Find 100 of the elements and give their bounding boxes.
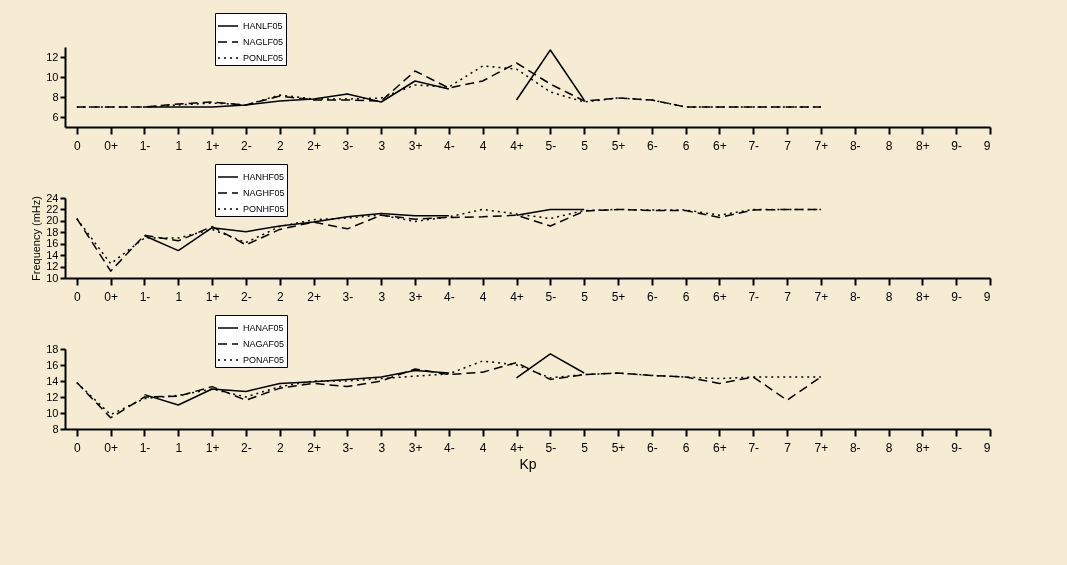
x-tick-label: 7- bbox=[748, 138, 760, 153]
legend-label: PONAF05 bbox=[243, 355, 285, 365]
x-tick-label: 5- bbox=[545, 440, 557, 455]
x-tick-label: 2 bbox=[276, 138, 284, 153]
x-tick-label: 7 bbox=[784, 440, 792, 455]
y-tick-label: 18 bbox=[46, 342, 59, 355]
x-tick-label: 8- bbox=[849, 440, 861, 455]
x-axis-title: Kp bbox=[519, 455, 537, 472]
x-tick-label: 6+ bbox=[713, 138, 727, 153]
x-tick-label: 5+ bbox=[611, 138, 626, 153]
x-tick-label: 3 bbox=[378, 289, 386, 304]
x-tick-label: 4- bbox=[444, 138, 455, 153]
x-tick-label: 1- bbox=[139, 440, 151, 455]
x-tick-label: 7 bbox=[784, 138, 792, 153]
x-tick-label: 5+ bbox=[611, 289, 626, 304]
x-tick-label: 1+ bbox=[205, 138, 220, 153]
x-tick-label: 9- bbox=[951, 440, 963, 455]
x-tick-label: 8- bbox=[849, 289, 861, 304]
y-tick-label: 14 bbox=[46, 248, 59, 261]
x-tick-label: 2+ bbox=[307, 289, 321, 304]
x-tick-label: 8 bbox=[885, 138, 893, 153]
x-tick-label: 2 bbox=[276, 440, 284, 455]
x-tick-label: 2- bbox=[241, 289, 252, 304]
x-tick-label: 5 bbox=[581, 440, 589, 455]
x-tick-label: 8- bbox=[849, 138, 861, 153]
x-tick-label: 0+ bbox=[104, 138, 118, 153]
x-tick-label: 7- bbox=[748, 289, 760, 304]
x-tick-label: 9 bbox=[983, 440, 991, 455]
x-tick-label: 3+ bbox=[408, 289, 423, 304]
y-tick-label: 16 bbox=[46, 237, 59, 250]
y-tick-label: 10 bbox=[46, 70, 59, 83]
y-tick-label: 12 bbox=[46, 50, 59, 63]
x-tick-label: 4 bbox=[479, 289, 487, 304]
x-tick-label: 1 bbox=[175, 289, 183, 304]
x-tick-label: 1- bbox=[139, 289, 151, 304]
x-tick-label: 4 bbox=[479, 440, 487, 455]
x-tick-label: 5 bbox=[581, 289, 589, 304]
y-tick-label: 10 bbox=[46, 271, 59, 284]
x-tick-label: 2+ bbox=[307, 440, 321, 455]
y-axis-title: Frequency (mHz) bbox=[30, 196, 43, 281]
x-tick-label: 8+ bbox=[916, 440, 930, 455]
y-tick-label: 10 bbox=[46, 406, 59, 419]
y-tick-label: 8 bbox=[52, 422, 59, 435]
y-tick-label: 6 bbox=[52, 110, 59, 123]
x-tick-label: 4- bbox=[444, 440, 455, 455]
y-tick-label: 12 bbox=[46, 260, 59, 273]
x-tick-label: 9 bbox=[983, 289, 991, 304]
x-tick-label: 7+ bbox=[814, 138, 829, 153]
x-tick-label: 4+ bbox=[510, 440, 524, 455]
x-tick-label: 7+ bbox=[814, 289, 829, 304]
legend-label: HANAF05 bbox=[243, 323, 284, 333]
x-tick-label: 6- bbox=[646, 440, 658, 455]
x-tick-label: 5- bbox=[545, 289, 557, 304]
legend-label: HANLF05 bbox=[243, 21, 283, 31]
x-tick-label: 9- bbox=[951, 289, 963, 304]
x-tick-label: 3 bbox=[378, 138, 386, 153]
x-tick-label: 3- bbox=[342, 289, 354, 304]
x-tick-label: 7+ bbox=[814, 440, 829, 455]
y-tick-label: 18 bbox=[46, 225, 59, 238]
x-tick-label: 3+ bbox=[408, 440, 423, 455]
y-tick-label: 12 bbox=[46, 390, 59, 403]
y-tick-label: 16 bbox=[46, 358, 59, 371]
legend-label: NAGAF05 bbox=[243, 339, 285, 349]
x-tick-label: 6 bbox=[682, 440, 690, 455]
x-tick-label: 1+ bbox=[205, 440, 220, 455]
x-tick-label: 8+ bbox=[916, 289, 930, 304]
x-tick-label: 8 bbox=[885, 289, 893, 304]
y-tick-label: 8 bbox=[52, 90, 59, 103]
x-tick-label: 3- bbox=[342, 440, 354, 455]
y-tick-label: 24 bbox=[46, 191, 59, 204]
x-tick-label: 4 bbox=[479, 138, 487, 153]
legend-label: PONHF05 bbox=[243, 204, 285, 214]
x-tick-label: 5 bbox=[581, 138, 589, 153]
x-tick-label: 4+ bbox=[510, 138, 524, 153]
x-tick-label: 8+ bbox=[916, 138, 930, 153]
x-tick-label: 7- bbox=[748, 440, 760, 455]
x-tick-label: 2 bbox=[276, 289, 284, 304]
x-tick-label: 6+ bbox=[713, 289, 727, 304]
x-tick-label: 7 bbox=[784, 289, 792, 304]
x-tick-label: 0 bbox=[73, 289, 81, 304]
legend-label: PONLF05 bbox=[243, 53, 284, 63]
x-tick-label: 8 bbox=[885, 440, 893, 455]
x-tick-label: 6+ bbox=[713, 440, 727, 455]
x-tick-label: 3- bbox=[342, 138, 354, 153]
x-tick-label: 6- bbox=[646, 289, 658, 304]
x-tick-label: 9 bbox=[983, 138, 991, 153]
x-tick-label: 0+ bbox=[104, 289, 118, 304]
legend-label: NAGLF05 bbox=[243, 37, 284, 47]
x-tick-label: 0+ bbox=[104, 440, 118, 455]
x-tick-label: 3+ bbox=[408, 138, 423, 153]
x-tick-label: 6 bbox=[682, 289, 690, 304]
x-tick-label: 5+ bbox=[611, 440, 626, 455]
y-tick-label: 14 bbox=[46, 374, 59, 387]
legend-label: HANHF05 bbox=[243, 172, 285, 182]
x-tick-label: 1 bbox=[175, 440, 183, 455]
x-tick-label: 5- bbox=[545, 138, 557, 153]
x-tick-label: 1 bbox=[175, 138, 183, 153]
x-tick-label: 6- bbox=[646, 138, 658, 153]
x-tick-label: 2+ bbox=[307, 138, 321, 153]
x-tick-label: 1+ bbox=[205, 289, 220, 304]
